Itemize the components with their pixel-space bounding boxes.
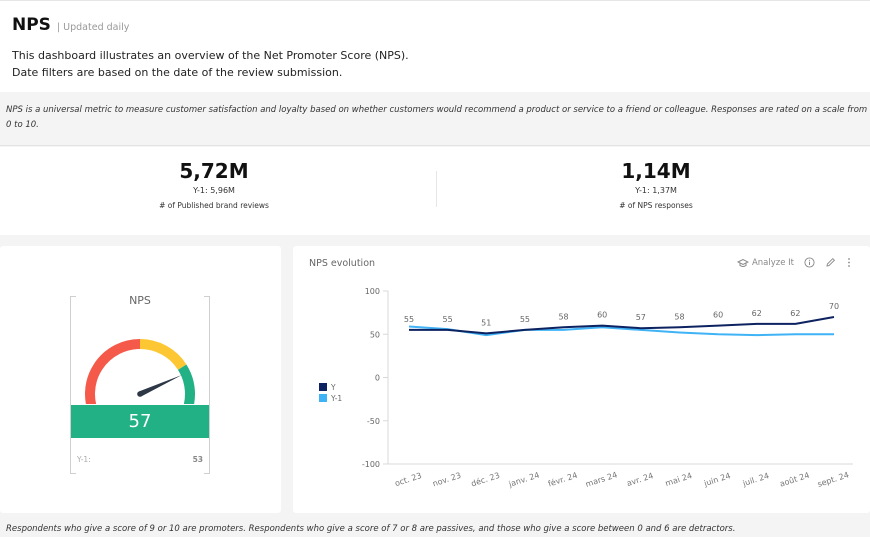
gauge-previous-label: Y-1: xyxy=(77,455,91,464)
analyze-it-label: Analyze It xyxy=(751,257,794,268)
gauge-arc-detractor xyxy=(85,339,141,404)
data-label: 70 xyxy=(829,302,839,311)
nps-footer-note: Respondents who give a score of 9 or 10 … xyxy=(6,524,736,534)
x-tick-label: avr. 24 xyxy=(626,471,655,488)
kpi-previous: Y-1: 1,37M xyxy=(635,186,677,195)
data-label: 58 xyxy=(674,312,684,321)
y-tick-label: 0 xyxy=(375,374,380,383)
x-tick-label: mars 24 xyxy=(584,470,618,489)
chart-toolbar: Analyze It xyxy=(736,257,852,268)
data-label: 51 xyxy=(481,318,491,327)
gauge-arc-passive xyxy=(139,339,187,371)
kpi-divider xyxy=(436,171,437,207)
data-label: 62 xyxy=(752,309,762,318)
y-tick-label: 100 xyxy=(365,287,380,296)
kpi-published-reviews: 5,72M Y-1: 5,96M # of Published brand re… xyxy=(64,159,364,210)
kpi-nps-responses: 1,14M Y-1: 1,37M # of NPS responses xyxy=(506,159,806,210)
info-button[interactable] xyxy=(804,257,815,268)
gauge-arc-promoter xyxy=(177,364,195,404)
description-line: This dashboard illustrates an overview o… xyxy=(12,49,409,62)
nps-info-text: NPS is a universal metric to measure cus… xyxy=(6,105,868,130)
kebab-menu-icon xyxy=(848,258,850,267)
edit-button[interactable] xyxy=(825,257,836,268)
y-tick-label: -50 xyxy=(367,417,380,426)
kpi-label: # of Published brand reviews xyxy=(159,201,269,210)
data-label: 60 xyxy=(713,311,723,320)
kpi-previous: Y-1: 5,96M xyxy=(193,186,235,195)
x-tick-label: sept. 24 xyxy=(816,470,850,489)
data-label: 58 xyxy=(558,312,568,321)
nps-evolution-card: NPS evolution Analyze It 10 xyxy=(293,246,870,513)
data-label: 57 xyxy=(636,313,646,322)
data-label: 60 xyxy=(597,311,607,320)
analyze-it-button[interactable]: Analyze It xyxy=(736,257,794,268)
nps-gauge-card: NPS 57 Y-1: 53 xyxy=(0,246,281,513)
chart-title: NPS evolution xyxy=(309,258,376,269)
description-line: Date filters are based on the date of th… xyxy=(12,66,343,79)
update-frequency: | Updated daily xyxy=(56,22,130,33)
data-label: 62 xyxy=(790,309,800,318)
analyze-icon xyxy=(736,258,749,267)
legend-swatch xyxy=(319,394,327,402)
gauge-value: 57 xyxy=(71,405,209,438)
x-tick-label: oct. 23 xyxy=(394,471,423,488)
x-tick-label: juil. 24 xyxy=(741,471,770,488)
gauge-frame: NPS 57 Y-1: 53 xyxy=(70,294,210,474)
data-label: 55 xyxy=(520,315,530,324)
dashboard-header: NPS | Updated daily This dashboard illus… xyxy=(0,0,870,92)
x-tick-label: juin 24 xyxy=(702,471,732,488)
x-tick-label: déc. 23 xyxy=(470,470,501,489)
kpi-label: # of NPS responses xyxy=(619,201,693,210)
legend-label: Y-1 xyxy=(330,394,342,403)
gauge-needle-hub xyxy=(137,391,143,397)
frame-bracket-left xyxy=(70,296,76,474)
x-tick-label: janv. 24 xyxy=(507,470,541,489)
gauge-title: NPS xyxy=(129,294,151,307)
series-line-y xyxy=(409,316,835,335)
series-line-y-1 xyxy=(408,325,834,337)
kpi-value: 5,72M xyxy=(179,159,249,183)
legend-swatch xyxy=(319,383,327,391)
kpi-value: 1,14M xyxy=(621,159,691,183)
x-tick-label: nov. 23 xyxy=(432,471,463,489)
pencil-icon xyxy=(826,257,836,267)
gauge-needle xyxy=(138,374,182,397)
more-options-button[interactable] xyxy=(846,257,852,268)
kpi-row: 5,72M Y-1: 5,96M # of Published brand re… xyxy=(0,147,870,235)
gauge-dial xyxy=(85,339,195,404)
data-label: 55 xyxy=(404,315,414,324)
nps-info-banner: NPS is a universal metric to measure cus… xyxy=(0,92,870,146)
gauge-previous-value: 53 xyxy=(192,455,203,464)
info-icon xyxy=(804,257,815,268)
legend-label: Y xyxy=(330,383,336,392)
page-title: NPS xyxy=(12,15,51,35)
x-tick-label: févr. 24 xyxy=(547,470,579,489)
y-tick-label: -100 xyxy=(362,460,380,469)
nps-line-chart: 100 50 0 -50 -100 oct. 23 nov. 23 déc. 23 janv. … xyxy=(319,287,853,489)
dashboard-description: This dashboard illustrates an overview o… xyxy=(12,47,409,81)
frame-bracket-right xyxy=(204,296,210,474)
x-tick-label: août 24 xyxy=(779,471,811,489)
y-tick-label: 50 xyxy=(370,330,380,339)
data-label: 55 xyxy=(443,315,453,324)
x-tick-label: mai 24 xyxy=(664,471,693,488)
